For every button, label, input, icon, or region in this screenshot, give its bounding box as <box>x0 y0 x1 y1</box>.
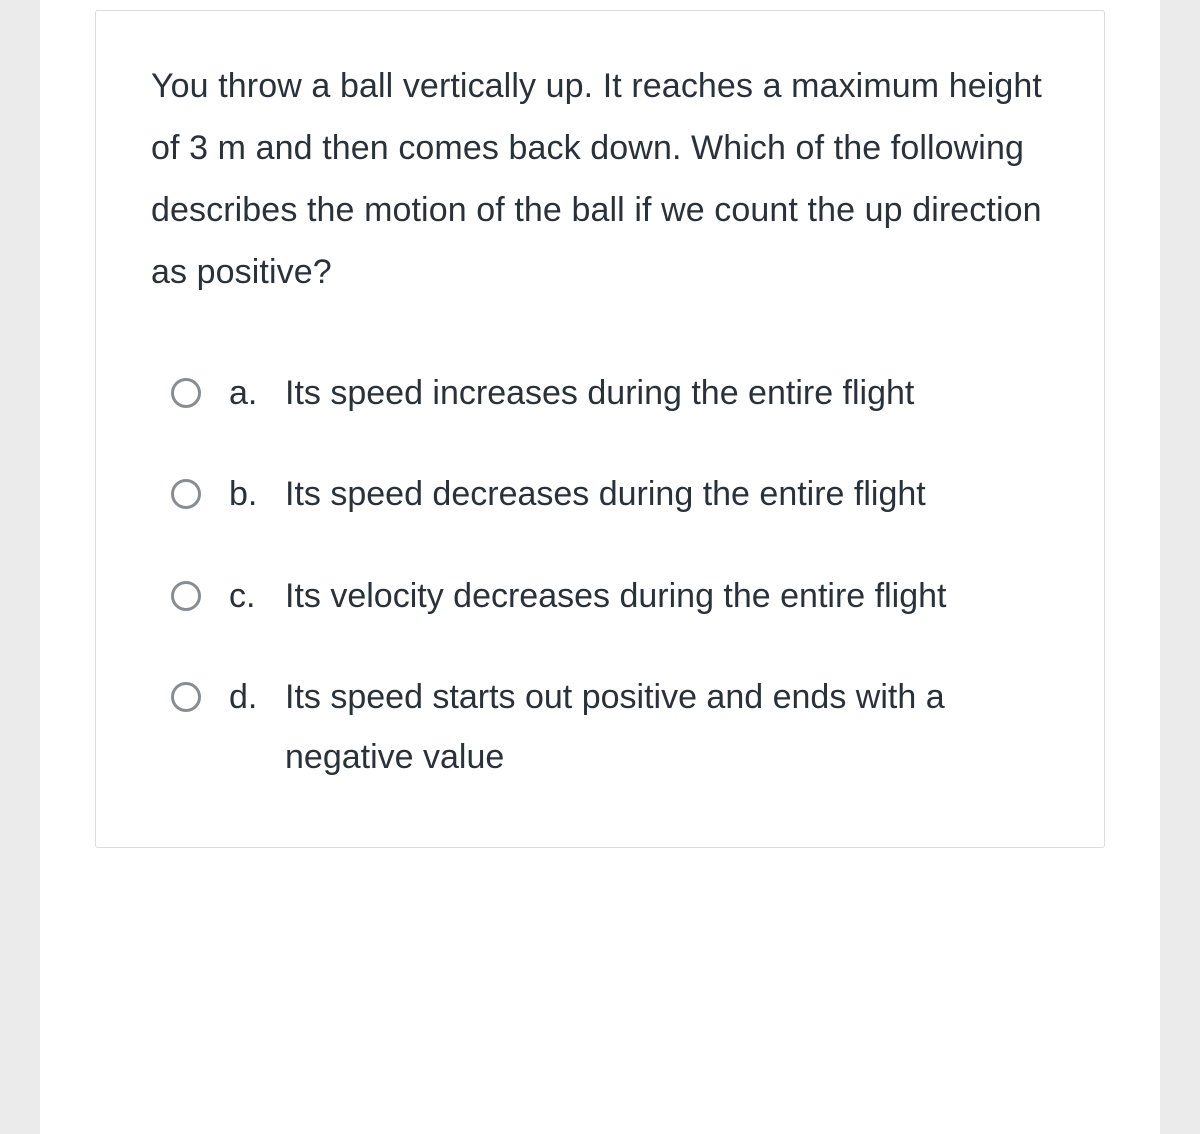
question-card: You throw a ball vertically up. It reach… <box>95 10 1105 848</box>
radio-icon[interactable] <box>171 581 201 611</box>
option-text: Its speed starts out positive and ends w… <box>285 668 1049 787</box>
question-text: You throw a ball vertically up. It reach… <box>151 56 1049 304</box>
option-label: b. <box>229 465 285 525</box>
option-text: Its speed increases during the entire fl… <box>285 364 1049 424</box>
option-text: Its velocity decreases during the entire… <box>285 567 1049 627</box>
option-c[interactable]: c. Its velocity decreases during the ent… <box>171 567 1049 627</box>
option-b[interactable]: b. Its speed decreases during the entire… <box>171 465 1049 525</box>
radio-icon[interactable] <box>171 682 201 712</box>
page-frame: You throw a ball vertically up. It reach… <box>40 0 1160 1134</box>
option-a[interactable]: a. Its speed increases during the entire… <box>171 364 1049 424</box>
option-text: Its speed decreases during the entire fl… <box>285 465 1049 525</box>
radio-icon[interactable] <box>171 479 201 509</box>
option-label: c. <box>229 567 285 627</box>
option-label: d. <box>229 668 285 728</box>
radio-icon[interactable] <box>171 378 201 408</box>
option-d[interactable]: d. Its speed starts out positive and end… <box>171 668 1049 787</box>
options-list: a. Its speed increases during the entire… <box>151 364 1049 788</box>
option-label: a. <box>229 364 285 424</box>
